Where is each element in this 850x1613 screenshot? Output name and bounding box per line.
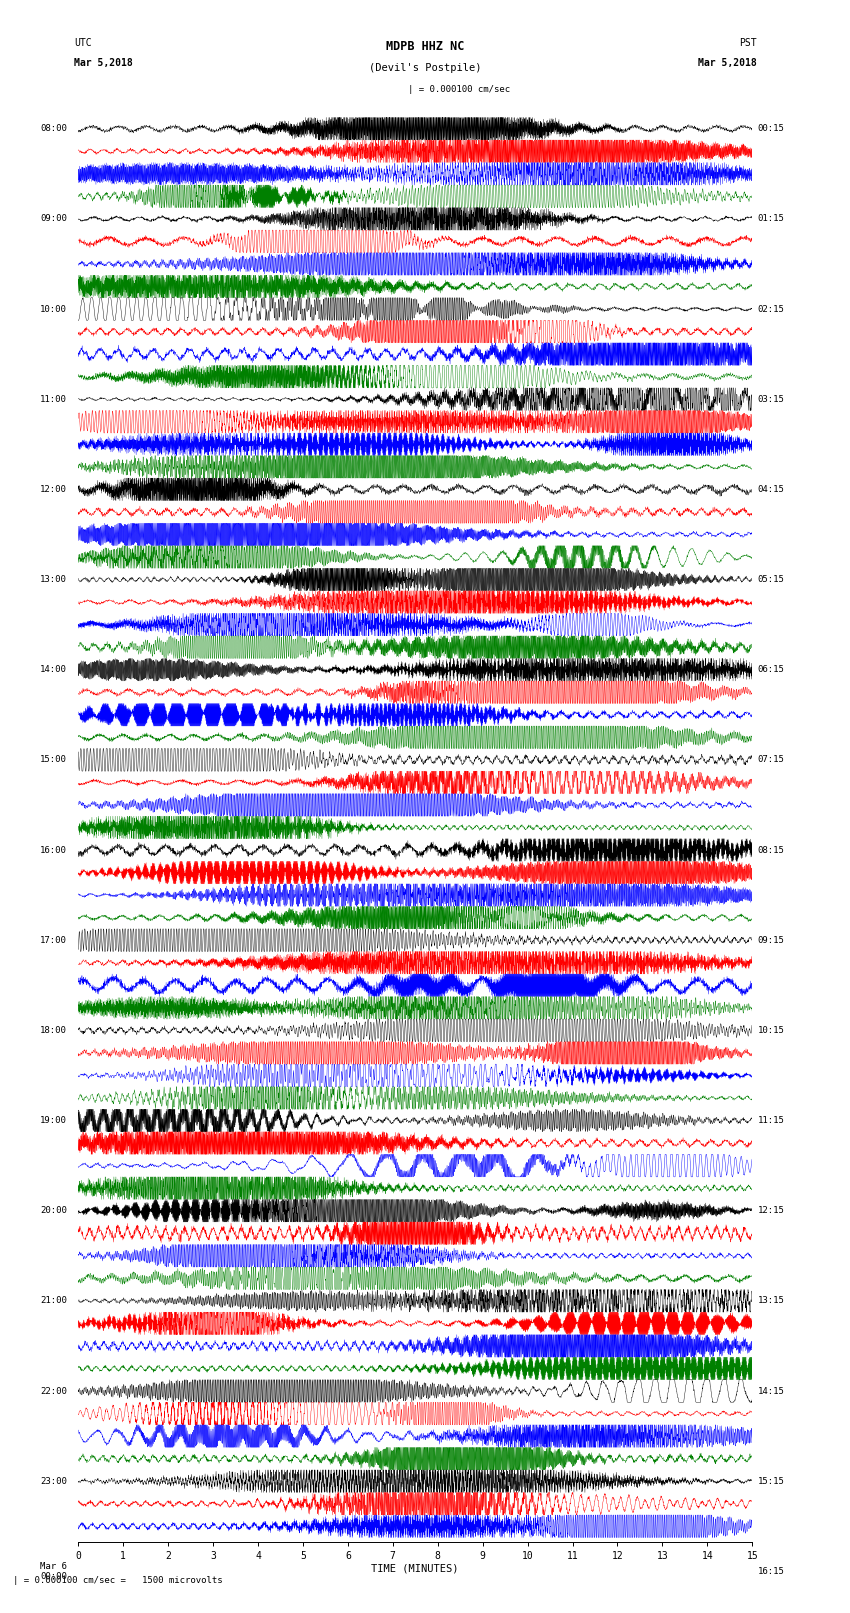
Text: 02:15: 02:15 bbox=[757, 305, 785, 313]
Text: 13:15: 13:15 bbox=[757, 1297, 785, 1305]
Text: 15:15: 15:15 bbox=[757, 1476, 785, 1486]
Text: 14:15: 14:15 bbox=[757, 1387, 785, 1395]
Text: 01:15: 01:15 bbox=[757, 215, 785, 223]
Text: Mar 5,2018: Mar 5,2018 bbox=[74, 58, 133, 68]
Text: 17:00: 17:00 bbox=[40, 936, 67, 945]
Text: Mar 5,2018: Mar 5,2018 bbox=[698, 58, 756, 68]
Text: 12:00: 12:00 bbox=[40, 486, 67, 494]
Text: 10:15: 10:15 bbox=[757, 1026, 785, 1036]
Text: UTC: UTC bbox=[74, 39, 92, 48]
Text: 22:00: 22:00 bbox=[40, 1387, 67, 1395]
Text: 20:00: 20:00 bbox=[40, 1207, 67, 1215]
Text: 09:15: 09:15 bbox=[757, 936, 785, 945]
Text: 13:00: 13:00 bbox=[40, 574, 67, 584]
Text: 21:00: 21:00 bbox=[40, 1297, 67, 1305]
Text: 03:15: 03:15 bbox=[757, 395, 785, 403]
X-axis label: TIME (MINUTES): TIME (MINUTES) bbox=[371, 1565, 459, 1574]
Text: 04:15: 04:15 bbox=[757, 486, 785, 494]
Text: 23:00: 23:00 bbox=[40, 1476, 67, 1486]
Text: 14:00: 14:00 bbox=[40, 665, 67, 674]
Text: 11:00: 11:00 bbox=[40, 395, 67, 403]
Text: 10:00: 10:00 bbox=[40, 305, 67, 313]
Text: 15:00: 15:00 bbox=[40, 755, 67, 765]
Text: 16:15: 16:15 bbox=[757, 1566, 785, 1576]
Text: PST: PST bbox=[739, 39, 756, 48]
Text: | = 0.000100 cm/sec: | = 0.000100 cm/sec bbox=[408, 84, 510, 94]
Text: 00:15: 00:15 bbox=[757, 124, 785, 134]
Text: 18:00: 18:00 bbox=[40, 1026, 67, 1036]
Text: 19:00: 19:00 bbox=[40, 1116, 67, 1124]
Text: MDPB HHZ NC: MDPB HHZ NC bbox=[386, 40, 464, 53]
Text: 08:15: 08:15 bbox=[757, 845, 785, 855]
Text: 05:15: 05:15 bbox=[757, 574, 785, 584]
Text: Mar 6
00:00: Mar 6 00:00 bbox=[40, 1561, 67, 1581]
Text: 12:15: 12:15 bbox=[757, 1207, 785, 1215]
Text: | = 0.000100 cm/sec =   1500 microvolts: | = 0.000100 cm/sec = 1500 microvolts bbox=[13, 1576, 223, 1586]
Text: 08:00: 08:00 bbox=[40, 124, 67, 134]
Text: 06:15: 06:15 bbox=[757, 665, 785, 674]
Text: 11:15: 11:15 bbox=[757, 1116, 785, 1124]
Text: (Devil's Postpile): (Devil's Postpile) bbox=[369, 63, 481, 73]
Text: 09:00: 09:00 bbox=[40, 215, 67, 223]
Text: 07:15: 07:15 bbox=[757, 755, 785, 765]
Text: 16:00: 16:00 bbox=[40, 845, 67, 855]
